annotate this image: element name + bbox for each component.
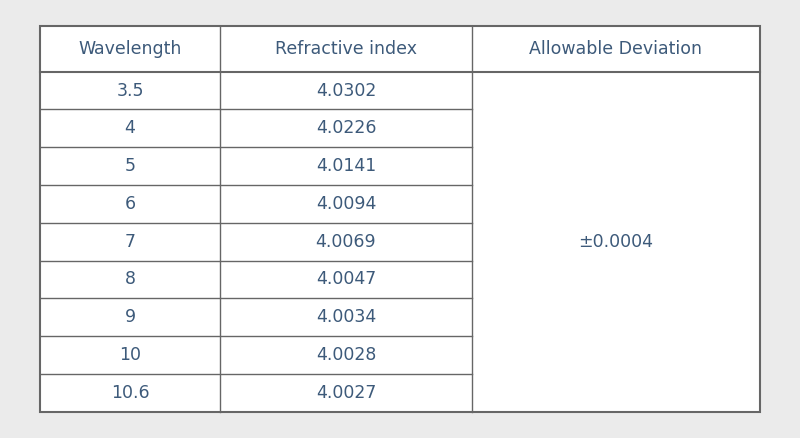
Text: 7: 7 — [125, 233, 135, 251]
Text: 6: 6 — [125, 195, 135, 213]
Text: 10: 10 — [119, 346, 141, 364]
Text: 4.0302: 4.0302 — [316, 81, 376, 99]
Text: 4.0034: 4.0034 — [316, 308, 376, 326]
Text: Refractive index: Refractive index — [275, 40, 417, 58]
Text: 10.6: 10.6 — [110, 384, 150, 402]
Text: 5: 5 — [125, 157, 135, 175]
Text: 4.0027: 4.0027 — [316, 384, 376, 402]
Text: 4: 4 — [125, 119, 135, 137]
Text: 4.0028: 4.0028 — [316, 346, 376, 364]
Text: 4.0047: 4.0047 — [316, 270, 376, 289]
Text: 4.0226: 4.0226 — [316, 119, 376, 137]
Text: ±0.0004: ±0.0004 — [578, 233, 654, 251]
Text: 8: 8 — [125, 270, 135, 289]
Text: 9: 9 — [125, 308, 135, 326]
Text: Wavelength: Wavelength — [78, 40, 182, 58]
Text: 4.0069: 4.0069 — [316, 233, 376, 251]
Text: Allowable Deviation: Allowable Deviation — [530, 40, 702, 58]
Text: 4.0094: 4.0094 — [316, 195, 376, 213]
Text: 3.5: 3.5 — [116, 81, 144, 99]
Text: 4.0141: 4.0141 — [316, 157, 376, 175]
